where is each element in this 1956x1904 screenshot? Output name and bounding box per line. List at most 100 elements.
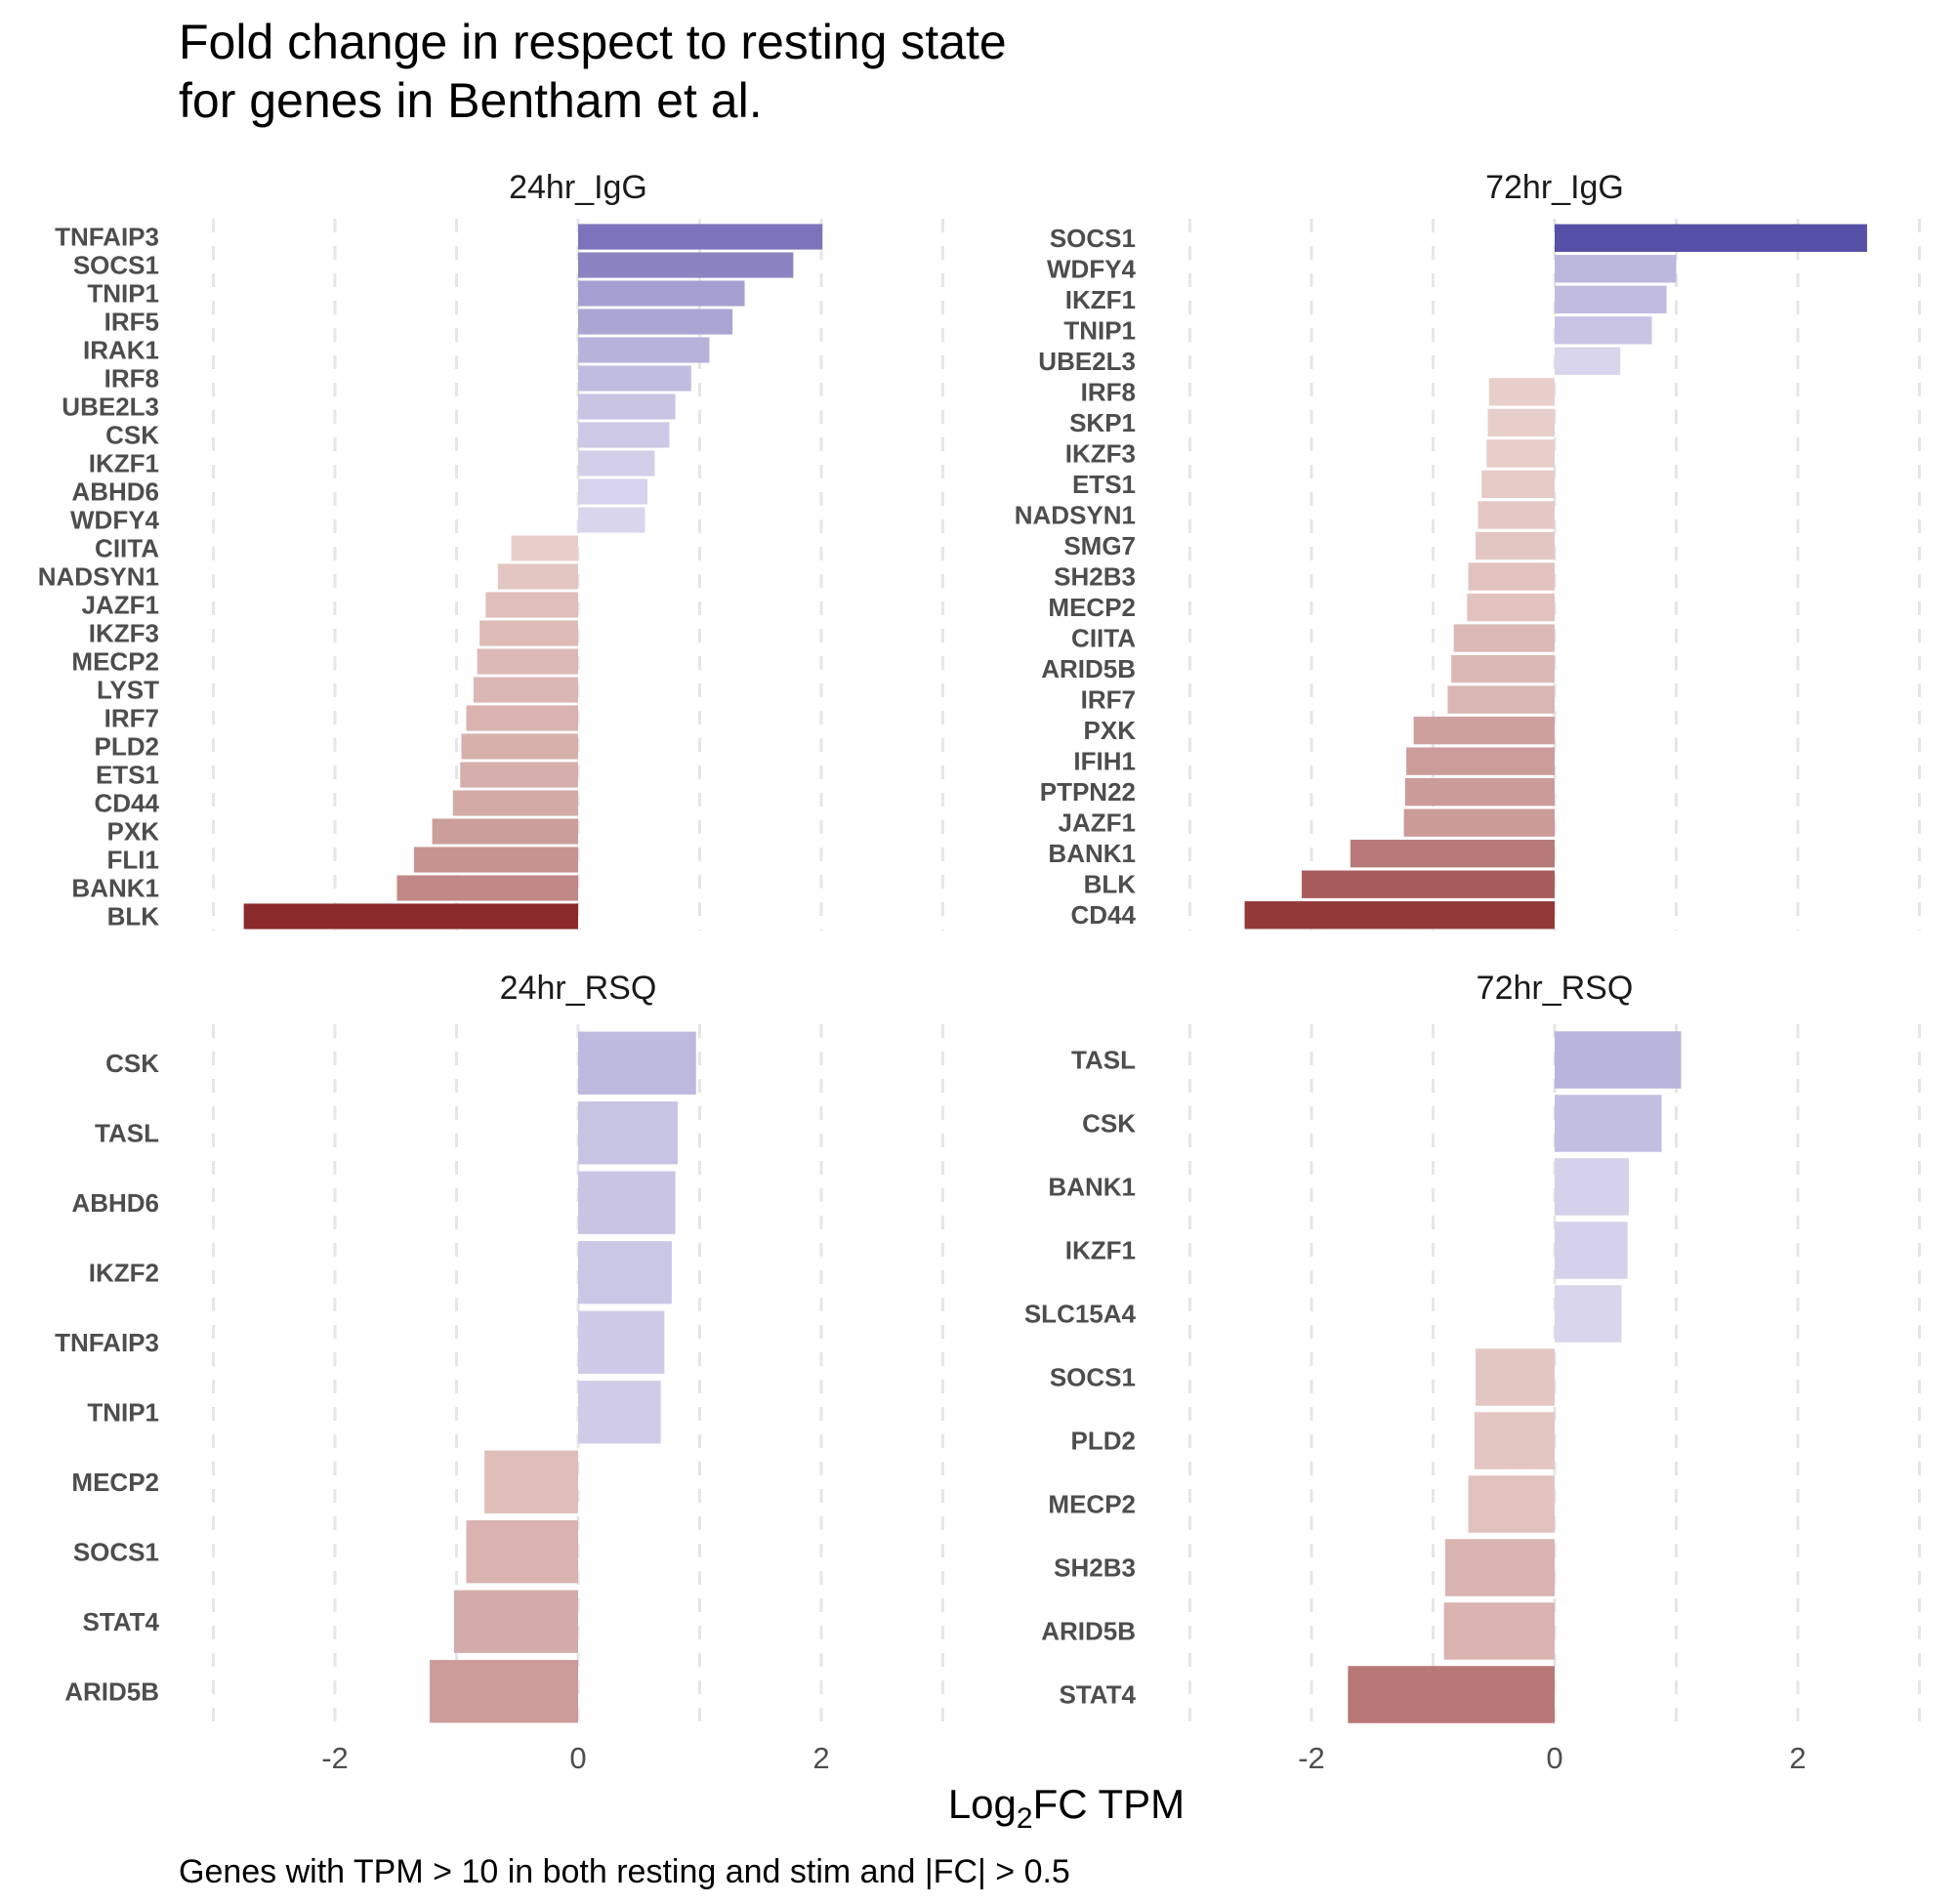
bar-cd44 [1244,901,1555,930]
category-label: CSK [105,1049,159,1078]
category-label: PTPN22 [1040,777,1136,807]
bar-cd44 [452,790,578,816]
category-label: NADSYN1 [1015,500,1136,529]
category-label: JAZF1 [1059,808,1136,838]
bar-ifih1 [1406,747,1555,775]
bar-pld2 [461,733,578,760]
bar-ube2l3 [578,393,676,420]
bar-socs1 [578,252,794,278]
category-label: NADSYN1 [38,562,159,592]
category-label: CIITA [1071,624,1136,653]
category-label: TNIP1 [1063,315,1136,345]
x-axis-label-subscript: 2 [1017,1802,1033,1835]
category-label: IRF7 [104,704,159,733]
category-label: SH2B3 [1054,562,1136,592]
category-label: MECP2 [1048,593,1136,622]
category-label: IKZF1 [89,449,159,478]
category-label: IKZF3 [1065,438,1136,468]
category-label: ETS1 [96,761,159,790]
category-label: ARID5B [64,1676,159,1706]
bar-arid5b [430,1660,578,1723]
bar-slc15a4 [1555,1285,1622,1343]
bar-irf8 [578,365,691,392]
bar-abhd6 [578,478,647,505]
bar-blk [243,903,578,930]
category-label: IKZF1 [1065,1236,1136,1265]
category-label: SMG7 [1063,531,1136,560]
category-label: STAT4 [83,1607,160,1636]
category-label: IRF8 [104,364,159,393]
bar-wdfy4 [578,507,645,533]
category-label: ABHD6 [71,1188,159,1218]
category-label: ETS1 [1072,470,1136,499]
bar-csk [1555,1095,1662,1152]
category-label: TASL [1071,1046,1136,1075]
category-label: PLD2 [95,732,159,762]
bar-abhd6 [578,1171,676,1234]
category-label: ABHD6 [71,477,159,507]
bar-tnip1 [1555,316,1652,345]
x-tick-label: 0 [569,1741,586,1775]
bar-lyst [473,677,578,703]
bar-socs1 [1476,1348,1555,1406]
bar-ube2l3 [1555,347,1621,376]
category-label: MECP2 [1048,1490,1136,1519]
bar-socs1 [466,1520,578,1584]
bar-jazf1 [1403,808,1555,837]
category-label: JAZF1 [82,591,159,620]
bar-ets1 [1481,470,1555,499]
bar-fli1 [413,847,578,873]
category-label: IRF7 [1081,685,1136,715]
bar-sh2b3 [1444,1539,1555,1596]
category-label: WDFY4 [70,506,160,535]
category-label: IKZF3 [89,619,159,648]
category-label: TNFAIP3 [55,1328,159,1357]
bar-bank1 [396,875,578,901]
chart-caption: Genes with TPM > 10 in both resting and … [179,1853,1070,1890]
category-label: IRF5 [104,308,159,337]
bar-blk [1302,870,1555,898]
bar-sh2b3 [1468,562,1555,591]
category-label: BANK1 [71,874,159,903]
bar-csk [578,1031,696,1095]
bar-irf5 [578,309,733,335]
x-tick-label: 2 [812,1741,829,1775]
x-tick-label: 2 [1789,1741,1806,1775]
category-label: TNIP1 [87,1397,159,1427]
chart-title-line-2: for genes in Bentham et al. [179,73,763,128]
category-label: LYST [97,676,159,705]
bar-nadsyn1 [1477,501,1555,529]
category-label: CSK [105,421,159,450]
bar-tnfaip3 [578,224,823,250]
bar-socs1 [1555,224,1867,252]
category-label: TASL [95,1118,159,1147]
bar-ciita [1453,624,1555,652]
category-label: SOCS1 [1050,1363,1136,1392]
bar-irf8 [1488,378,1555,406]
category-label: UBE2L3 [1038,347,1136,376]
category-label: TNIP1 [87,279,159,309]
category-label: IKZF2 [89,1258,159,1287]
category-label: TNFAIP3 [55,223,159,252]
strip-label-24hr_IgG: 24hr_IgG [509,169,647,206]
bar-mecp2 [484,1450,578,1513]
category-label: UBE2L3 [62,393,159,422]
bar-tasl [1555,1031,1682,1089]
category-label: STAT4 [1060,1680,1137,1710]
x-axis-label-rest: FC TPM [1033,1781,1186,1827]
bar-stat4 [1348,1666,1555,1723]
bar-bank1 [1555,1158,1629,1216]
category-label: ARID5B [1041,1617,1136,1646]
strip-label-72hr_IgG: 72hr_IgG [1485,169,1624,206]
category-label: SOCS1 [73,251,159,280]
category-label: CD44 [1071,900,1137,930]
bar-pld2 [1474,1412,1555,1469]
bar-mecp2 [1468,1475,1555,1533]
bar-pxk [432,818,578,845]
panel-72hr_RSQ: 72hr_RSQ TASL CSK BANK1 IKZF1 SLC15A4 SOCS1 PLD… [1024,970,1921,1775]
panel-24hr_IgG: 24hr_IgG TNFAIP3SOCS1TNIP1IRF5IRAK1IRF8UB… [38,169,944,931]
x-axis-label-main: Log [948,1781,1017,1827]
category-label: WDFY4 [1047,254,1137,283]
category-label: IFIH1 [1073,747,1136,776]
